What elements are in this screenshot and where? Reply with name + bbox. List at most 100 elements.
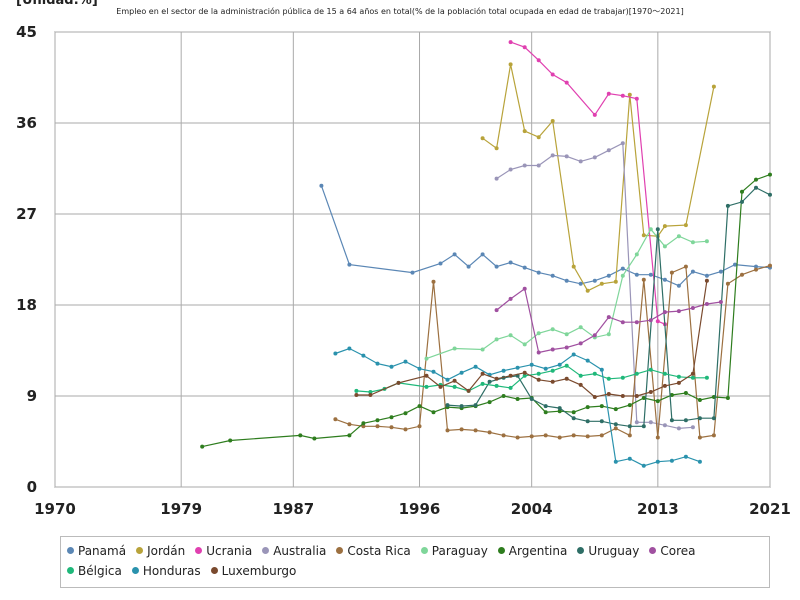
data-point	[620, 375, 625, 380]
legend-marker-icon	[210, 567, 218, 574]
data-point	[333, 417, 338, 422]
data-point	[768, 192, 772, 197]
legend-marker-icon	[497, 547, 505, 554]
data-point	[683, 223, 688, 228]
data-point	[662, 371, 667, 376]
data-point	[445, 377, 450, 382]
series-line	[356, 280, 708, 398]
data-point	[627, 92, 632, 97]
data-point	[473, 403, 478, 408]
data-point	[522, 129, 527, 134]
data-point	[417, 424, 422, 429]
legend-label: Luxemburgo	[221, 564, 297, 578]
data-point	[473, 428, 478, 433]
data-point	[550, 327, 555, 332]
data-point	[564, 345, 569, 350]
data-point	[697, 435, 702, 440]
legend-item: Bélgica	[67, 561, 122, 581]
data-point	[634, 420, 639, 425]
legend-marker-icon	[136, 547, 144, 554]
data-point	[740, 272, 744, 277]
series-10	[333, 346, 702, 468]
line-chart: 0 9 18 27 36 45 1970 1979 1987 1996 2004 2013 2021	[16, 23, 791, 518]
data-point	[571, 264, 576, 269]
data-point	[634, 272, 639, 277]
data-point	[627, 403, 632, 408]
data-point	[361, 353, 366, 358]
series-9	[354, 363, 709, 394]
data-point	[683, 391, 688, 395]
data-point	[725, 281, 730, 286]
data-point	[438, 384, 443, 389]
data-point	[585, 419, 590, 424]
series-2	[508, 40, 667, 327]
data-point	[634, 371, 639, 376]
legend-label: Paraguay	[431, 544, 488, 558]
data-point	[592, 278, 597, 283]
data-point	[480, 381, 485, 386]
data-point	[725, 203, 730, 208]
data-point	[620, 266, 625, 271]
data-point	[571, 352, 576, 357]
data-point	[522, 373, 527, 378]
data-point	[228, 438, 233, 443]
legend-item: Uruguay	[577, 541, 639, 561]
data-point	[403, 411, 408, 416]
legend-marker-icon	[67, 567, 74, 574]
legend-item: Australia	[262, 541, 326, 561]
data-point	[543, 410, 548, 415]
data-point	[333, 351, 338, 356]
data-point	[592, 395, 597, 399]
x-tick-label: 1996	[399, 500, 441, 518]
data-point	[522, 342, 527, 347]
legend-marker-icon	[195, 547, 203, 554]
data-point	[606, 315, 611, 320]
data-point	[536, 331, 541, 336]
chart-title: Empleo en el sector de la administración…	[116, 7, 684, 16]
legend-item: Ucrania	[195, 541, 252, 561]
data-point	[641, 277, 646, 282]
data-point	[613, 459, 618, 464]
legend-item: Panamá	[67, 541, 126, 561]
data-point	[389, 364, 394, 369]
legend-marker-icon	[336, 547, 344, 554]
data-point	[438, 261, 443, 266]
data-point	[592, 371, 597, 376]
data-point	[592, 112, 597, 117]
series-4	[333, 263, 772, 440]
data-point	[466, 388, 471, 393]
data-point	[733, 262, 737, 267]
legend-label: Jordán	[147, 544, 186, 558]
data-point	[690, 425, 695, 430]
data-point	[424, 384, 429, 389]
legend-item: Costa Rica	[336, 541, 411, 561]
data-point	[557, 406, 562, 411]
data-point	[662, 310, 667, 315]
data-point	[522, 370, 527, 375]
data-point	[424, 373, 429, 378]
data-point	[704, 375, 709, 380]
unit-label: [Unidad:%]	[16, 0, 98, 8]
data-point	[515, 435, 520, 440]
y-tick-label: 36	[16, 114, 37, 132]
data-point	[620, 394, 625, 398]
data-point	[627, 424, 632, 429]
data-point	[522, 286, 527, 291]
data-point	[529, 362, 534, 367]
data-point	[536, 270, 541, 275]
data-point	[768, 172, 772, 177]
data-point	[361, 421, 366, 426]
data-point	[683, 418, 688, 423]
data-point	[508, 167, 513, 172]
series-5	[424, 227, 709, 361]
legend-label: Ucrania	[206, 544, 253, 558]
data-point	[487, 430, 492, 435]
data-point	[662, 224, 667, 229]
data-point	[676, 234, 681, 239]
data-point	[536, 163, 541, 168]
data-point	[641, 463, 646, 468]
data-point	[711, 433, 716, 438]
data-point	[613, 426, 618, 431]
data-point	[599, 281, 604, 286]
data-point	[508, 260, 513, 265]
